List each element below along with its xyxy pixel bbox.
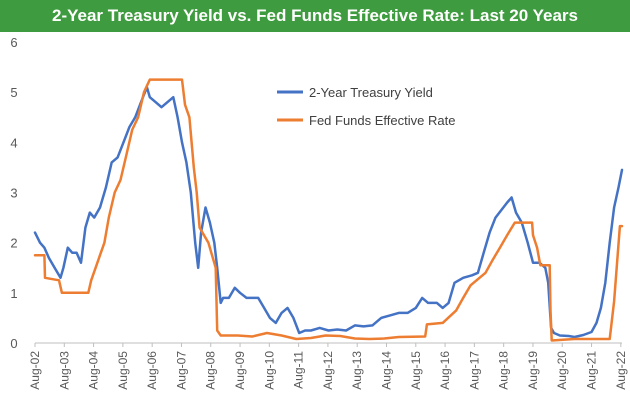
- x-tick-label: Aug-17: [467, 351, 481, 390]
- x-tick-label: Aug-08: [204, 351, 218, 390]
- y-tick-label: 6: [10, 35, 17, 50]
- x-tick-label: Aug-04: [87, 351, 101, 390]
- x-tick-label: Aug-03: [57, 351, 71, 390]
- legend-label: Fed Funds Effective Rate: [309, 113, 455, 128]
- x-tick-label: Aug-22: [614, 351, 628, 390]
- x-tick-label: Aug-06: [145, 351, 159, 390]
- treasury-yield-line: [33, 85, 624, 339]
- fed-funds-rate-line: [33, 78, 624, 342]
- x-tick-label: Aug-10: [262, 351, 276, 390]
- x-tick-label: Aug-16: [438, 351, 452, 390]
- y-tick-label: 5: [10, 85, 17, 100]
- x-tick-label: Aug-07: [174, 351, 188, 390]
- x-tick-label: Aug-02: [28, 351, 42, 390]
- y-tick-label: 4: [10, 135, 17, 150]
- y-tick-label: 3: [10, 186, 17, 201]
- x-tick-label: Aug-14: [379, 351, 393, 390]
- y-axis: 0 1 2 3 4 5 6: [10, 35, 17, 351]
- legend-label: 2-Year Treasury Yield: [309, 85, 433, 100]
- y-tick-label: 2: [10, 236, 17, 251]
- y-tick-label: 1: [10, 286, 17, 301]
- x-tick-label: Aug-21: [585, 351, 599, 390]
- y-tick-label: 0: [10, 336, 17, 351]
- x-tick-label: Aug-09: [233, 351, 247, 390]
- x-tick-label: Aug-20: [555, 351, 569, 390]
- series-layer: [33, 78, 624, 342]
- chart-title: 2-Year Treasury Yield vs. Fed Funds Effe…: [52, 6, 578, 25]
- x-axis: Aug-02 Aug-03 Aug-04 Aug-05 Aug-06 Aug-07 Aug-…: [28, 342, 628, 390]
- x-tick-label: Aug-18: [497, 351, 511, 390]
- chart-title-bar: 2-Year Treasury Yield vs. Fed Funds Effe…: [0, 0, 630, 32]
- legend: 2-Year Treasury Yield Fed Funds Effective…: [277, 85, 455, 128]
- x-tick-label: Aug-13: [350, 351, 364, 390]
- x-tick-label: Aug-05: [116, 351, 130, 390]
- x-tick-label: Aug-19: [526, 351, 540, 390]
- x-tick-label: Aug-12: [321, 351, 335, 390]
- x-tick-label: Aug-11: [292, 351, 306, 389]
- x-tick-label: Aug-15: [409, 351, 423, 390]
